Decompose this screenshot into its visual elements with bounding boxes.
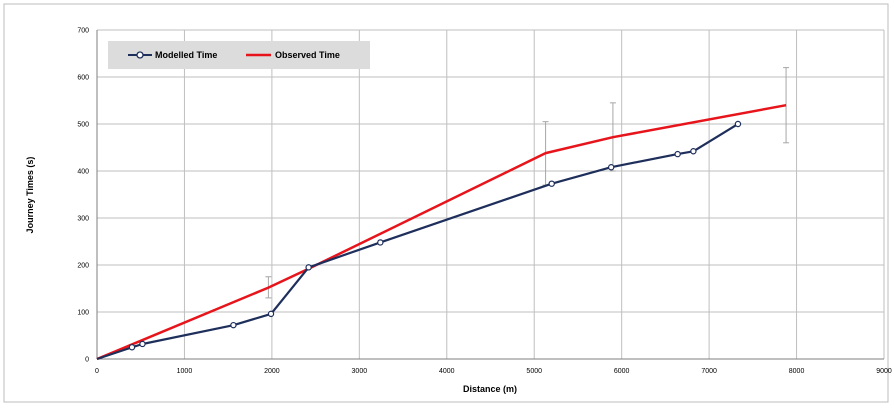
y-tick-label: 600 [77,75,89,82]
x-axis-label: Distance (m) [463,384,517,394]
modelled-time-point [139,340,146,348]
x-tick-label: 4000 [439,368,455,375]
modelled-time-point [377,239,384,246]
observed-time-line [96,103,787,361]
modelled-time-point [128,344,136,351]
modelled-time-point [267,310,275,318]
x-tick-label: 1000 [177,368,193,375]
modelled-time-point [305,264,312,271]
x-tick-labels: 0 1000 2000 3000 4000 5000 6000 7000 8000 9000 [95,368,892,375]
y-tick-label: 700 [77,28,89,35]
y-tick-label: 0 [85,357,89,364]
modelled-time-point [734,120,742,128]
series-markers [128,120,742,351]
modelled-time-point [548,180,555,187]
gridlines [97,29,885,359]
legend: Modelled Time Observed Time [108,41,370,69]
x-tick-label: 5000 [526,368,542,375]
legend-label-modelled: Modelled Time [155,50,217,60]
modelled-time-point [690,148,697,155]
x-tick-label: 8000 [789,368,805,375]
x-tick-label: 0 [95,368,99,375]
y-tick-label: 100 [77,310,89,317]
x-tick-label: 3000 [352,368,368,375]
x-tick-label: 7000 [701,368,717,375]
modelled-time-point [674,150,681,158]
x-tick-label: 2000 [264,368,280,375]
x-tick-label: 9000 [876,368,892,375]
y-axis-label: Journey Times (s) [25,157,35,234]
y-tick-label: 400 [77,169,89,176]
legend-marker-modelled [136,51,144,59]
modelled-time-point [230,321,237,329]
x-tick-label: 6000 [614,368,630,375]
y-tick-label: 200 [77,263,89,270]
modelled-time-point [607,164,615,171]
y-tick-label: 300 [77,216,89,223]
legend-label-observed: Observed Time [275,50,340,60]
axes [96,30,884,360]
y-tick-labels: 0 100 200 300 400 500 600 700 [77,28,89,364]
y-tick-label: 500 [77,122,89,129]
